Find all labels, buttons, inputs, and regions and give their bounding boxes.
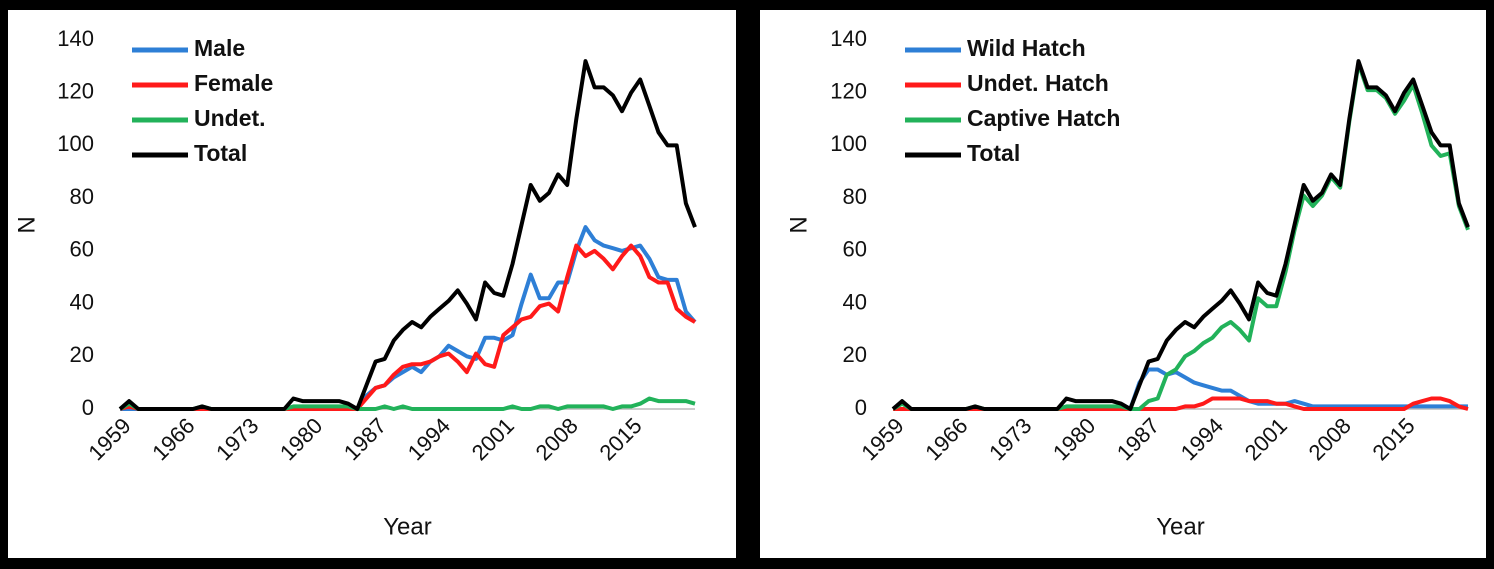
y-tick-label: 120	[830, 79, 867, 104]
panel-right	[760, 10, 1486, 558]
y-tick-label: 60	[843, 237, 867, 262]
y-axis-label: N	[785, 216, 812, 233]
y-tick-label: 0	[82, 395, 94, 420]
y-tick-label: 100	[57, 131, 94, 156]
y-tick-label: 20	[70, 342, 94, 367]
panel-left	[8, 10, 736, 558]
legend-label: Female	[194, 70, 273, 96]
y-tick-label: 100	[830, 131, 867, 156]
x-axis-label: Year	[1156, 513, 1205, 540]
legend-label: Captive Hatch	[967, 105, 1120, 131]
y-axis-label: N	[13, 216, 40, 233]
y-tick-label: 140	[830, 26, 867, 51]
y-tick-label: 120	[57, 79, 94, 104]
legend-label: Wild Hatch	[967, 35, 1086, 61]
y-tick-label: 60	[70, 237, 94, 262]
y-tick-label: 40	[843, 289, 867, 314]
legend-label: Undet. Hatch	[967, 70, 1109, 96]
legend-label: Total	[194, 140, 247, 166]
legend-label: Male	[194, 35, 245, 61]
x-axis-label: Year	[383, 513, 432, 540]
y-tick-label: 0	[855, 395, 867, 420]
y-tick-label: 80	[843, 184, 867, 209]
y-tick-label: 80	[70, 184, 94, 209]
y-tick-label: 20	[843, 342, 867, 367]
series-line	[118, 59, 697, 411]
legend-label: Undet.	[194, 105, 266, 131]
legend-label: Total	[967, 140, 1020, 166]
y-tick-label: 40	[70, 289, 94, 314]
y-tick-label: 140	[57, 26, 94, 51]
series-line	[891, 59, 1470, 411]
